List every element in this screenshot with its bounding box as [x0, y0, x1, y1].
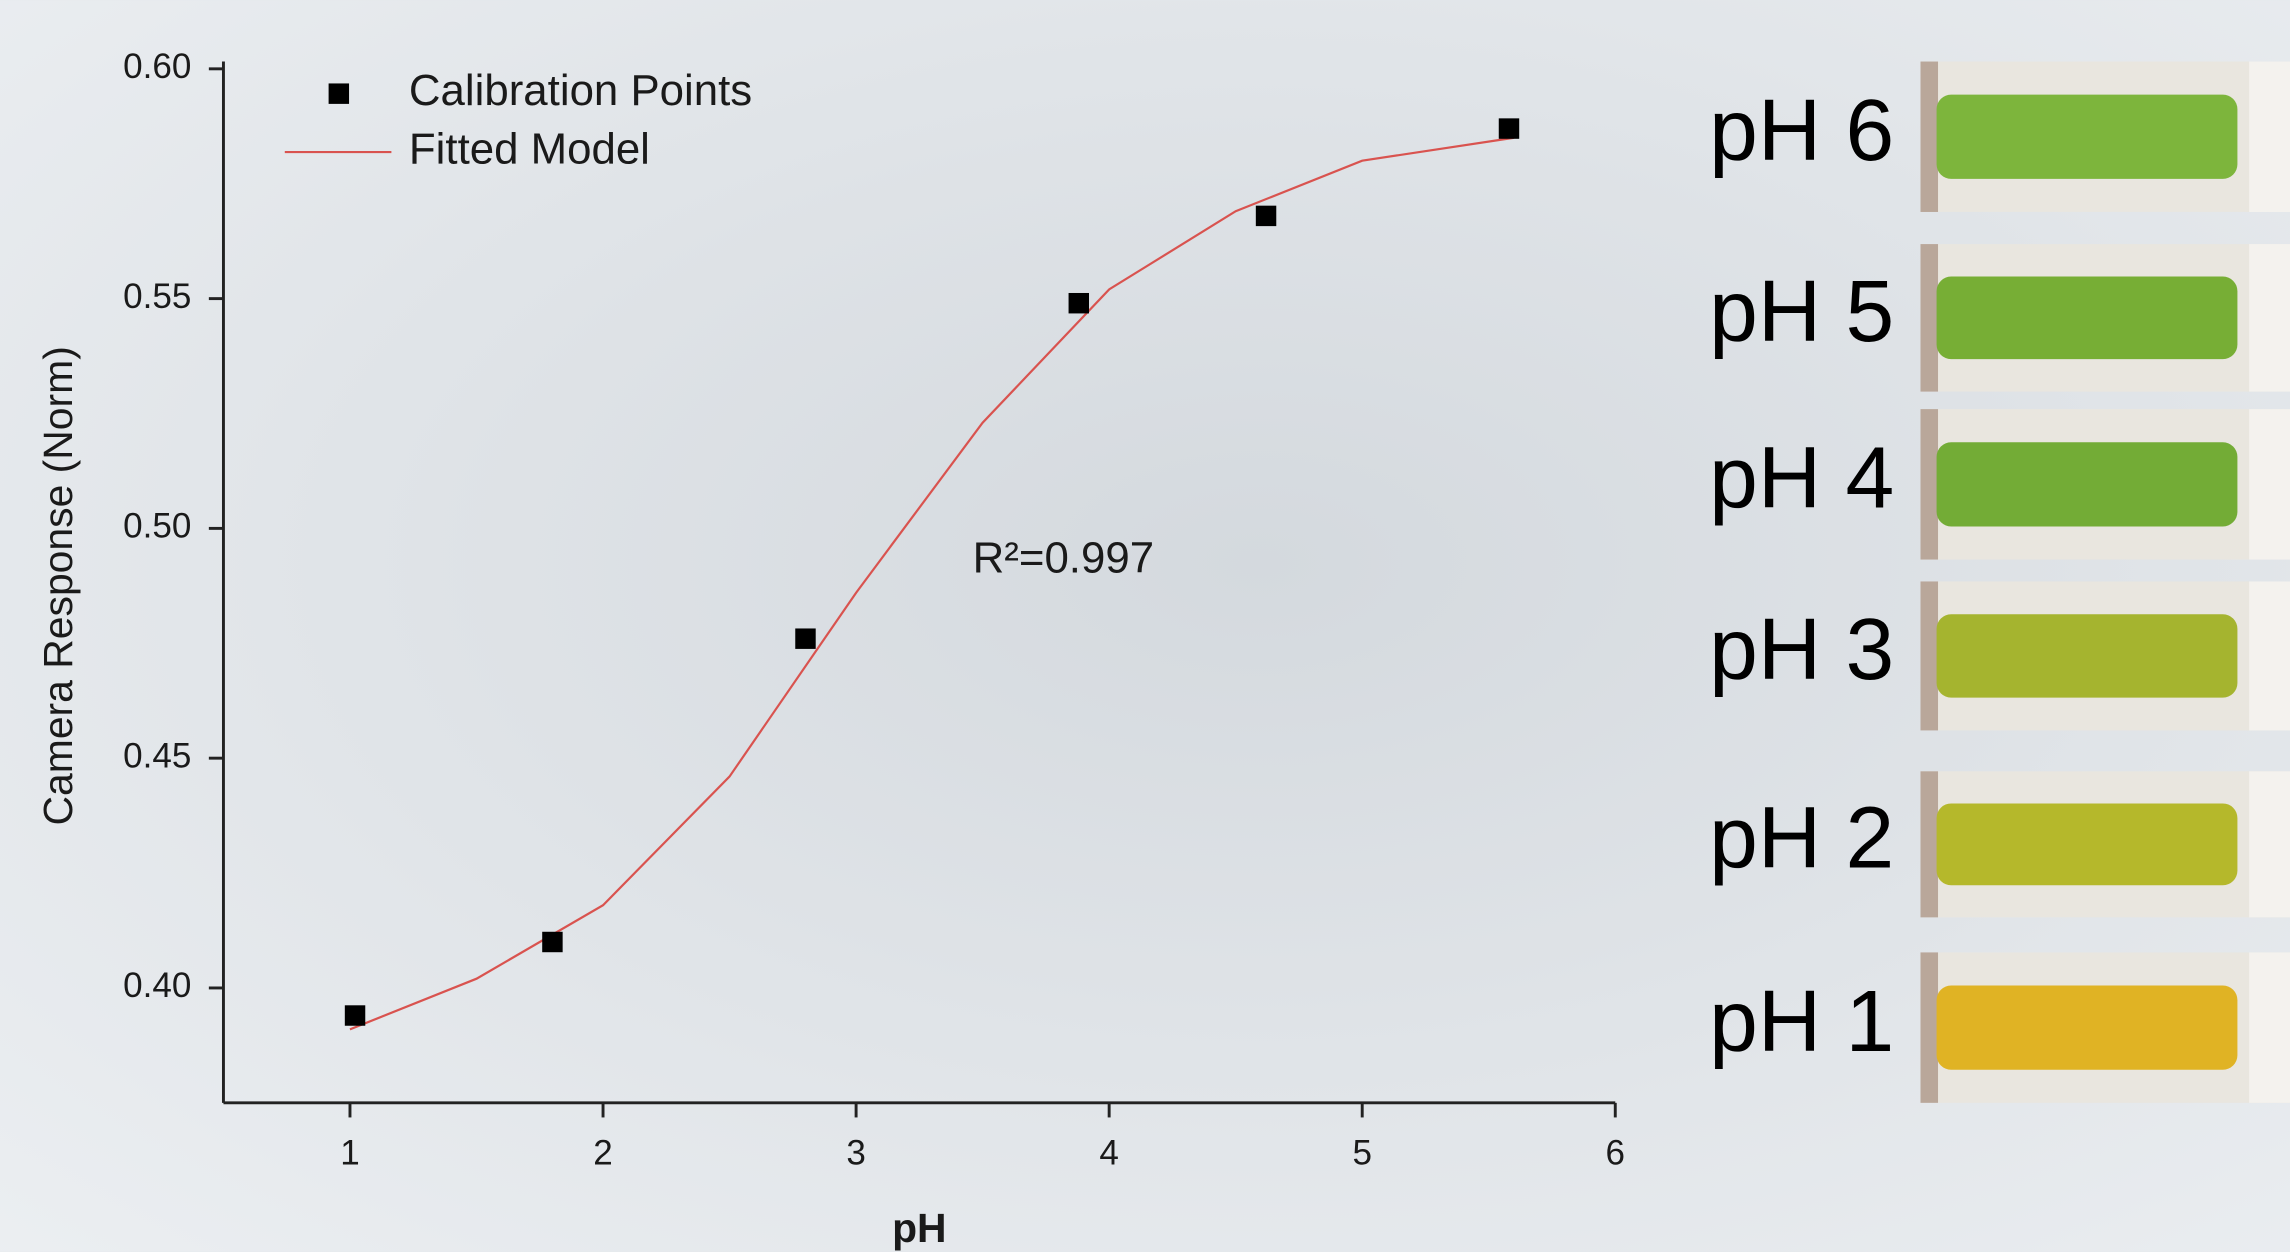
data-point — [795, 628, 815, 648]
swatch-edge — [2249, 771, 2290, 917]
swatch-edge — [2249, 581, 2290, 730]
y-tick-label: 0.55 — [123, 277, 191, 316]
y-tick-label: 0.45 — [123, 736, 191, 775]
swatch-shadow — [1921, 244, 1939, 392]
x-tick-label: 1 — [340, 1134, 360, 1173]
ph-label: pH 5 — [1709, 262, 1894, 360]
swatch-strip — [1937, 614, 2238, 697]
swatch-shadow — [1921, 62, 1939, 212]
y-tick-label: 0.50 — [123, 507, 191, 546]
data-point — [1256, 206, 1276, 226]
x-tick-label: 3 — [846, 1134, 866, 1173]
data-point — [1069, 293, 1089, 313]
x-tick-label: 2 — [593, 1134, 613, 1173]
x-tick-label: 6 — [1606, 1134, 1625, 1173]
swatch-strip — [1937, 95, 2238, 179]
swatch-shadow — [1921, 581, 1939, 730]
legend-marker — [329, 83, 349, 103]
swatch-edge — [2249, 244, 2290, 392]
legend-label: Calibration Points — [409, 66, 752, 115]
x-axis-title: pH — [892, 1205, 947, 1251]
page: {"chart_data": {"type": "scatter", "xlab… — [0, 0, 2290, 1252]
ph-label: pH 1 — [1709, 972, 1894, 1070]
y-tick-label: 0.60 — [123, 47, 191, 86]
swatch-strip — [1937, 803, 2238, 885]
legend-label: Fitted Model — [409, 125, 650, 174]
swatch-edge — [2249, 952, 2290, 1102]
ph-label: pH 4 — [1709, 428, 1894, 526]
swatch-shadow — [1921, 771, 1939, 917]
data-point — [542, 932, 562, 952]
swatch-strip — [1937, 986, 2238, 1070]
swatch-shadow — [1921, 409, 1939, 559]
swatch-strip — [1937, 277, 2238, 360]
swatch-edge — [2249, 62, 2290, 212]
data-point — [345, 1005, 365, 1025]
ph-label: pH 6 — [1709, 81, 1894, 179]
swatch-edge — [2249, 409, 2290, 559]
data-point — [1499, 118, 1519, 138]
ph-label: pH 3 — [1709, 600, 1894, 698]
ph-label: pH 2 — [1709, 788, 1894, 886]
y-tick-label: 0.40 — [123, 966, 191, 1005]
swatch-shadow — [1921, 952, 1939, 1102]
x-tick-label: 4 — [1099, 1134, 1119, 1173]
annotation: R²=0.997 — [973, 534, 1154, 583]
swatch-strip — [1937, 442, 2238, 526]
figure: 0.40 0.45 0.50 0.55 0.60 1 2 3 4 5 6 pH Camera Respo… — [0, 0, 2290, 1252]
x-tick-label: 5 — [1352, 1134, 1372, 1173]
y-axis-title: Camera Response (Norm) — [35, 346, 81, 825]
